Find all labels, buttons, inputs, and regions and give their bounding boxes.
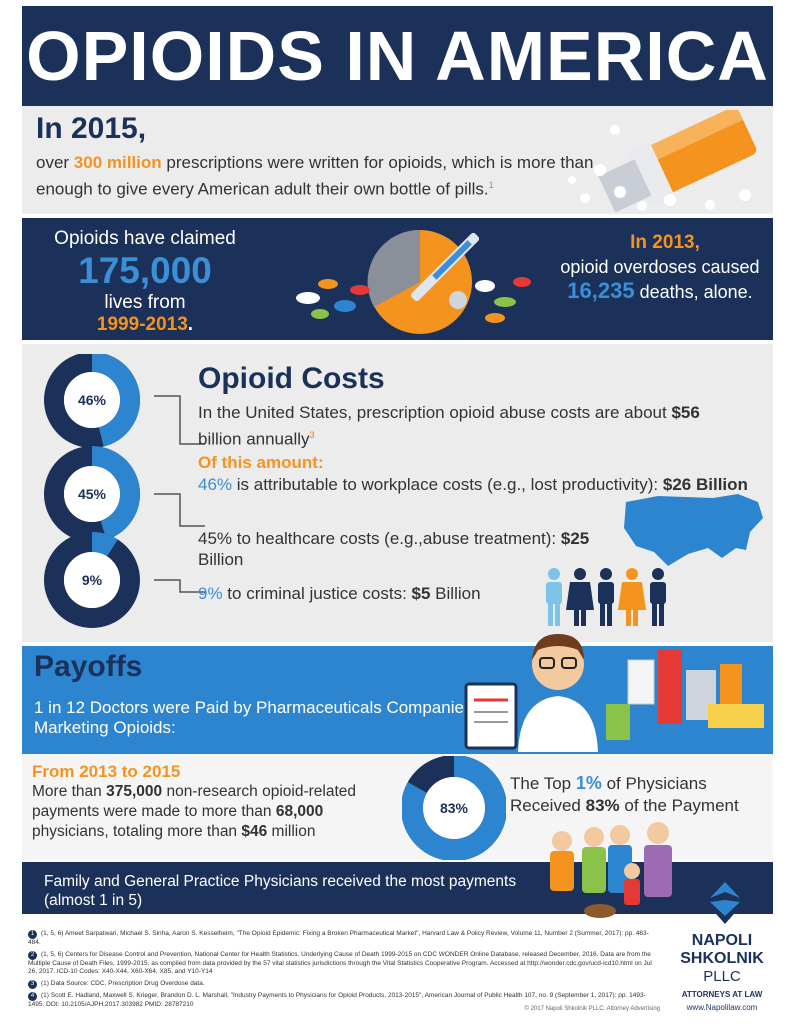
cost-donut-1-arc bbox=[44, 446, 140, 542]
family-text: Family and General Practice Physicians r… bbox=[44, 873, 517, 909]
costs-intro: In the United States, prescription opioi… bbox=[198, 403, 700, 449]
text-2015: over 300 million prescriptions were writ… bbox=[36, 153, 594, 199]
page-title: OPIOIDS IN AMERICA bbox=[22, 6, 773, 106]
of-this-amount: Of this amount: bbox=[198, 453, 324, 472]
pills-syringe-illustration bbox=[296, 229, 531, 334]
logo-tagline: ATTORNEYS AT LAW bbox=[681, 990, 763, 999]
cost-donut-1: 45% bbox=[44, 446, 140, 542]
doctor-medicine-illustration bbox=[464, 634, 764, 752]
footnote-4: 4 (1) Scott E. Hadland, Maxwell S. Kriege… bbox=[28, 992, 646, 1008]
costs-heading: Opioid Costs bbox=[198, 362, 385, 395]
cost-healthcare: 45% to healthcare costs (e.g.,abuse trea… bbox=[198, 529, 590, 569]
heading-2015: In 2015, bbox=[36, 112, 147, 145]
people-icons bbox=[546, 568, 666, 626]
footnote-3: 3 (1) Data Source: CDC, Prescription Drug… bbox=[28, 980, 658, 989]
payments-text: More than 375,000 non-research opioid-re… bbox=[32, 783, 357, 840]
cost-donut-0-label: 46% bbox=[78, 392, 107, 408]
from-2013-2015: From 2013 to 2015 bbox=[32, 762, 181, 781]
cost-donut-0-arc bbox=[44, 354, 140, 448]
payment-donut-ring-arc bbox=[402, 756, 506, 860]
claimed-line1: Opioids have claimed bbox=[54, 228, 236, 249]
family-illustration bbox=[550, 822, 672, 918]
usa-map-icon bbox=[624, 494, 763, 566]
cost-donut-1-label: 45% bbox=[78, 486, 107, 502]
copyright: © 2017 Napoli Shkolnik PLLC. Attorney Ad… bbox=[524, 1006, 661, 1012]
claimed-number: 175,000 bbox=[78, 250, 212, 291]
payoffs-line: 1 in 12 Doctors were Paid by Pharmaceuti… bbox=[34, 698, 473, 737]
section-costs bbox=[22, 344, 773, 642]
payment-donut: 83% bbox=[402, 756, 506, 860]
cost-donut-2-label: 9% bbox=[82, 572, 103, 588]
footnote-1: 1 (1, 5, 6) Ameet Sarpatwari, Michael S. … bbox=[28, 930, 649, 946]
payment-donut-ring: 83% bbox=[402, 756, 506, 860]
pill-bottle-icon bbox=[568, 110, 757, 213]
cost-donuts: 46% 45% 9% bbox=[44, 354, 205, 628]
logo-url[interactable]: www.Napolilaw.com bbox=[686, 1003, 758, 1012]
top-physicians-text: The Top 1% of Physicians Received 83% of… bbox=[510, 773, 739, 815]
section-payments bbox=[22, 754, 773, 860]
payment-donut-ring-label: 83% bbox=[440, 800, 469, 816]
cost-donut-2: 9% bbox=[44, 532, 140, 628]
cost-workplace: 46% is attributable to workplace costs (… bbox=[198, 475, 748, 494]
heading-2013: In 2013, bbox=[630, 232, 700, 253]
cost-donut-0: 46% bbox=[44, 354, 140, 448]
payoffs-heading: Payoffs bbox=[34, 650, 143, 683]
text-2013: opioid overdoses caused 16,235 deaths, a… bbox=[560, 257, 760, 303]
footnote-2: 2 (1, 5, 6) Centers for Disease Control a… bbox=[28, 951, 652, 975]
cost-criminal: 9% to criminal justice costs: $5 Billion bbox=[198, 584, 481, 603]
cost-donut-2-arc bbox=[44, 532, 140, 628]
napoli-logo-icon bbox=[702, 874, 748, 924]
logo-text: NAPOLI SHKOLNIK PLLC bbox=[680, 932, 764, 985]
claimed-years: 1999-2013. bbox=[96, 314, 194, 335]
claimed-line2: lives from bbox=[104, 292, 186, 313]
